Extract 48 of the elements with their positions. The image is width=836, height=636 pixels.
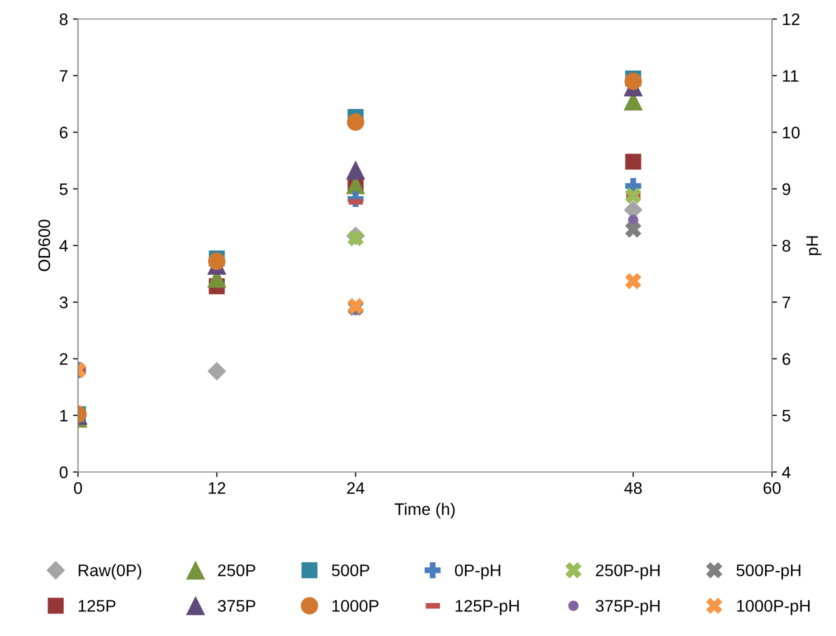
legend-label: 250P bbox=[218, 564, 256, 576]
y2-tick-label: 8 bbox=[782, 240, 790, 252]
y2-tick-label: 12 bbox=[782, 13, 800, 26]
y2-tick-label: 9 bbox=[782, 183, 790, 196]
point bbox=[625, 222, 642, 238]
legend-label: 500P bbox=[332, 564, 370, 576]
point bbox=[208, 362, 226, 380]
x-tick-label: 12 bbox=[208, 482, 226, 494]
legend-label: 500P-pH bbox=[736, 564, 800, 580]
y2-tick-label: 7 bbox=[782, 296, 790, 308]
point bbox=[624, 72, 642, 90]
legend-label: 375P-pH bbox=[596, 600, 660, 616]
y-tick-label: 1 bbox=[60, 410, 68, 422]
point bbox=[625, 188, 642, 204]
y-tick-label: 8 bbox=[60, 13, 68, 26]
y2-tick-label: 5 bbox=[782, 410, 790, 422]
legend-label: Raw(0P) bbox=[78, 564, 142, 580]
y2-tick-label: 10 bbox=[782, 126, 800, 138]
y-tick-label: 0 bbox=[60, 466, 68, 478]
point bbox=[625, 154, 642, 170]
point bbox=[625, 273, 642, 290]
point bbox=[348, 230, 364, 246]
y-tick-label: 6 bbox=[60, 126, 68, 138]
x-tick-label: 60 bbox=[764, 482, 781, 494]
legend-label: 375P bbox=[218, 600, 256, 612]
point bbox=[346, 113, 364, 131]
y2-axis-title: pH bbox=[806, 236, 822, 256]
legend-label: 0P-pH bbox=[454, 564, 500, 580]
x-axis-title: Time (h) bbox=[394, 502, 455, 518]
legend-label: 125P bbox=[78, 600, 116, 612]
legend-label: 1000P bbox=[332, 600, 378, 612]
y2-tick-label: 11 bbox=[782, 70, 798, 82]
x-tick-label: 48 bbox=[624, 482, 642, 494]
y2-tick-label: 4 bbox=[782, 466, 791, 478]
y2-tick-label: 6 bbox=[782, 353, 790, 365]
point bbox=[346, 160, 365, 180]
y-axis-title: OD600 bbox=[38, 220, 50, 272]
y-tick-label: 2 bbox=[60, 353, 68, 365]
legend-label: 1000P-pH bbox=[737, 600, 810, 616]
point bbox=[208, 252, 226, 270]
x-tick-label: 24 bbox=[347, 482, 364, 494]
x-tick-label: 0 bbox=[74, 482, 82, 494]
y-tick-label: 5 bbox=[60, 183, 68, 196]
legend-label: 250P-pH bbox=[596, 564, 660, 580]
y-tick-label: 4 bbox=[59, 240, 68, 252]
legend-label: 125P-pH bbox=[456, 600, 519, 616]
y-tick-label: 7 bbox=[60, 70, 68, 82]
y-tick-label: 3 bbox=[60, 296, 68, 308]
